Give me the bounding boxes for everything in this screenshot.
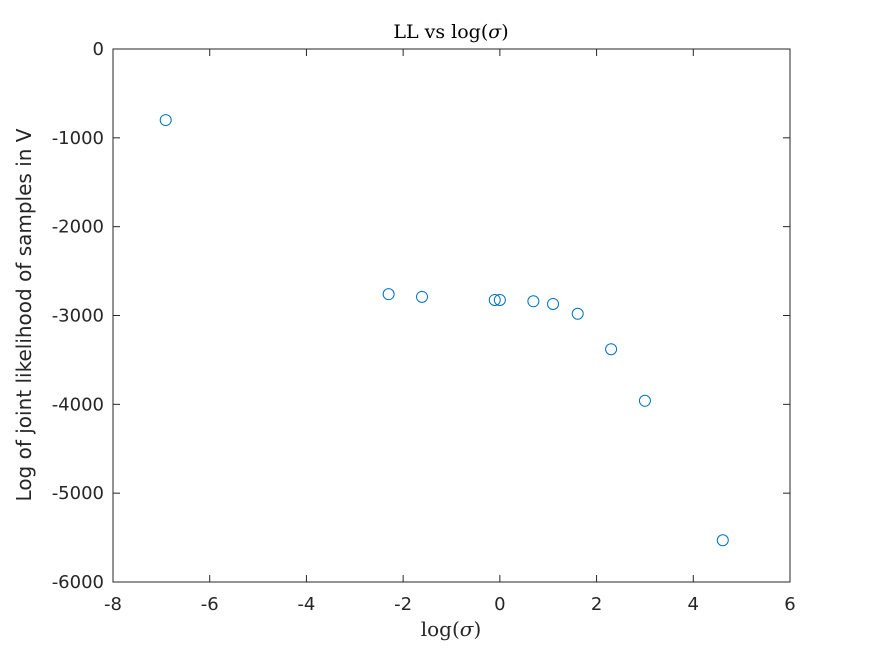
axis-ticks: -8 -6 -4 -2 0 2 4 6 0 -1000 -2000 -3000 -4000 -5000 -6… — [52, 39, 796, 615]
x-tick-label: -4 — [297, 594, 315, 615]
data-point — [488, 293, 501, 306]
y-tick-label: -5000 — [52, 483, 104, 504]
data-point — [416, 290, 429, 303]
x-tick-label: 0 — [494, 594, 505, 615]
chart-title-main: LL vs log( — [393, 21, 488, 43]
x-tick-label: -2 — [394, 594, 412, 615]
data-point — [382, 288, 395, 301]
y-tick-label: -2000 — [52, 217, 104, 238]
x-axis-label-close: ) — [473, 617, 481, 641]
data-point — [527, 295, 540, 308]
x-tick-label: -8 — [104, 594, 122, 615]
y-axis-label: Log of joint likelihood of samples in V — [12, 128, 36, 501]
data-point — [605, 343, 618, 356]
x-axis-label-main: log( — [421, 617, 460, 641]
x-tick-label: 2 — [591, 594, 602, 615]
data-point — [638, 394, 651, 407]
x-tick-label: 4 — [688, 594, 699, 615]
data-point — [571, 307, 584, 320]
x-axis-label-sigma: σ — [460, 617, 475, 641]
chart-title-close: ) — [501, 21, 508, 43]
y-tick-label: -3000 — [52, 306, 104, 327]
y-tick-label: 0 — [93, 39, 104, 60]
chart-title: LL vs log(σ) — [393, 21, 508, 43]
x-tick-label: 6 — [784, 594, 795, 615]
data-point — [716, 534, 729, 547]
data-points — [159, 114, 729, 547]
chart-title-sigma: σ — [488, 21, 502, 43]
plot-area — [112, 48, 791, 583]
x-axis-label: log(σ) — [421, 617, 482, 641]
data-point — [547, 297, 560, 310]
y-tick-label: -6000 — [52, 572, 104, 593]
data-point — [159, 114, 172, 127]
y-tick-label: -1000 — [52, 128, 104, 149]
data-point — [493, 293, 506, 306]
x-tick-label: -6 — [201, 594, 219, 615]
y-tick-label: -4000 — [52, 394, 104, 415]
